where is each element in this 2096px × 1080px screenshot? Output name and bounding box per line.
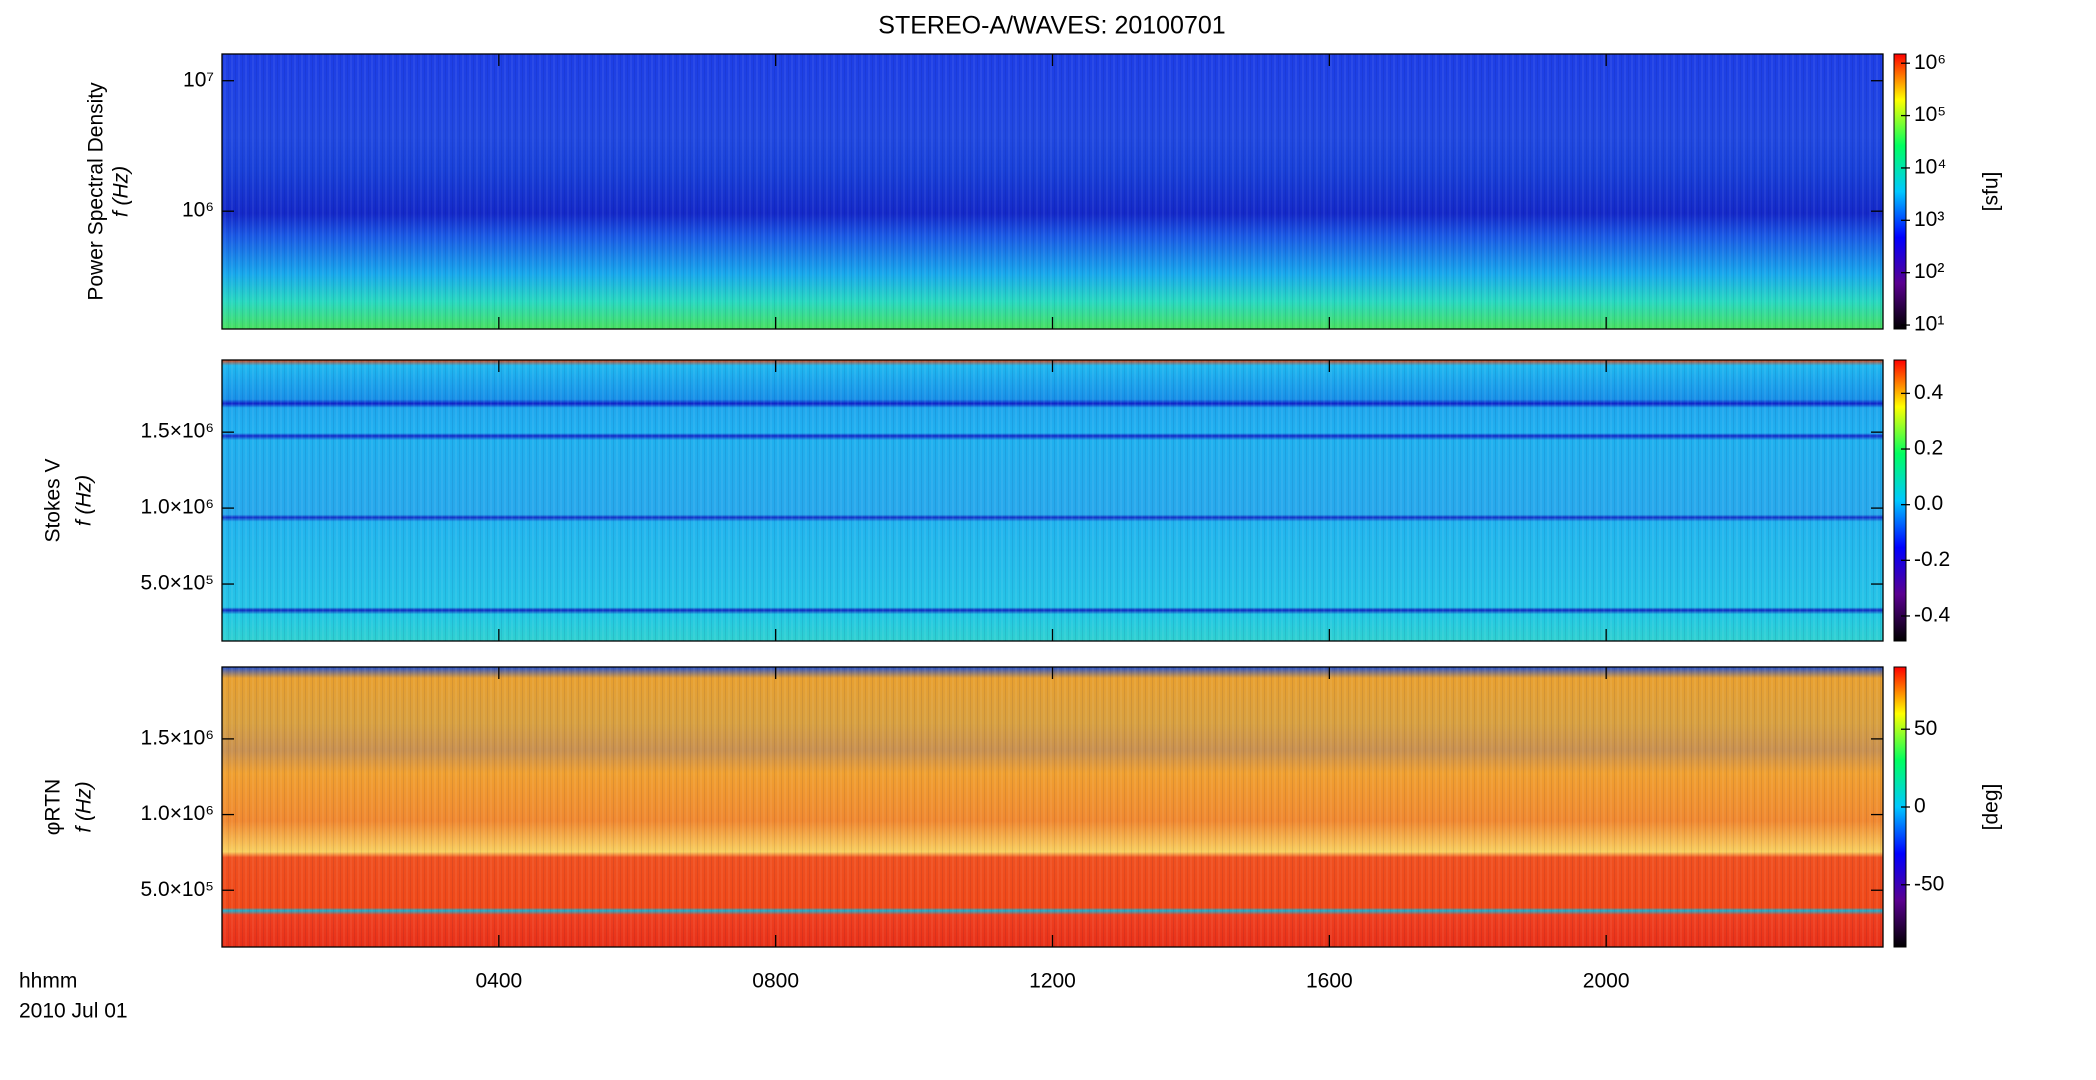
colorbar-tick-label: 0.4: [1914, 381, 1944, 404]
y-tick-label: 1.0×10⁶: [141, 802, 214, 825]
y-axis-label: Stokes V: [42, 458, 65, 542]
colorbar-tick-label: 10⁴: [1914, 155, 1946, 178]
y-axis-label: f (Hz): [73, 781, 96, 832]
colorbar-tick-label: 0.0: [1914, 492, 1943, 515]
y-axis-label: f (Hz): [73, 475, 96, 526]
y-tick-label: 1.5×10⁶: [141, 726, 214, 749]
colorbar-tick-label: -50: [1914, 872, 1944, 895]
spectrogram-texture: [222, 360, 1883, 641]
x-tick-label: 0400: [475, 970, 522, 993]
spectrogram-texture: [222, 54, 1883, 329]
y-axis-label: Power Spectral Density: [85, 82, 108, 301]
spectrogram-texture: [222, 667, 1883, 947]
colorbar-tick-label: 10⁶: [1914, 51, 1946, 74]
y-tick-label: 5.0×10⁵: [140, 572, 214, 595]
x-tick-label: 1200: [1029, 970, 1076, 993]
y-tick-label: 5.0×10⁵: [140, 878, 214, 901]
y-tick-label: 1.0×10⁶: [141, 496, 214, 519]
x-axis-date: 2010 Jul 01: [19, 1000, 128, 1023]
colorbar-tick-label: 0.2: [1914, 437, 1943, 460]
y-tick-label: 10⁷: [183, 68, 214, 91]
colorbar: [1893, 53, 1907, 330]
colorbar-tick-label: -0.4: [1914, 604, 1951, 627]
colorbar-tick-label: 50: [1914, 717, 1937, 740]
colorbar-tick-label: 10³: [1914, 208, 1944, 231]
colorbar: [1893, 359, 1907, 642]
y-axis-label: φRTN: [42, 779, 65, 835]
y-tick-label: 1.5×10⁶: [141, 420, 214, 443]
colorbar-tick-label: 10²: [1914, 260, 1944, 283]
x-axis-label: hhmm: [19, 970, 77, 993]
x-tick-label: 2000: [1583, 970, 1630, 993]
chart-title: STEREO-A/WAVES: 20100701: [878, 12, 1225, 40]
colorbar-tick-label: 10¹: [1914, 313, 1944, 336]
colorbar-label: [sfu]: [1980, 172, 2003, 212]
y-axis-label: f (Hz): [110, 166, 133, 217]
colorbar-tick-label: -0.2: [1914, 548, 1950, 571]
colorbar-tick-label: 0: [1914, 795, 1926, 818]
colorbar-tick-label: 10⁵: [1914, 103, 1946, 126]
x-tick-label: 1600: [1306, 970, 1353, 993]
y-tick-label: 10⁶: [182, 199, 214, 222]
x-tick-label: 0800: [752, 970, 799, 993]
colorbar-label: [deg]: [1980, 784, 2003, 831]
